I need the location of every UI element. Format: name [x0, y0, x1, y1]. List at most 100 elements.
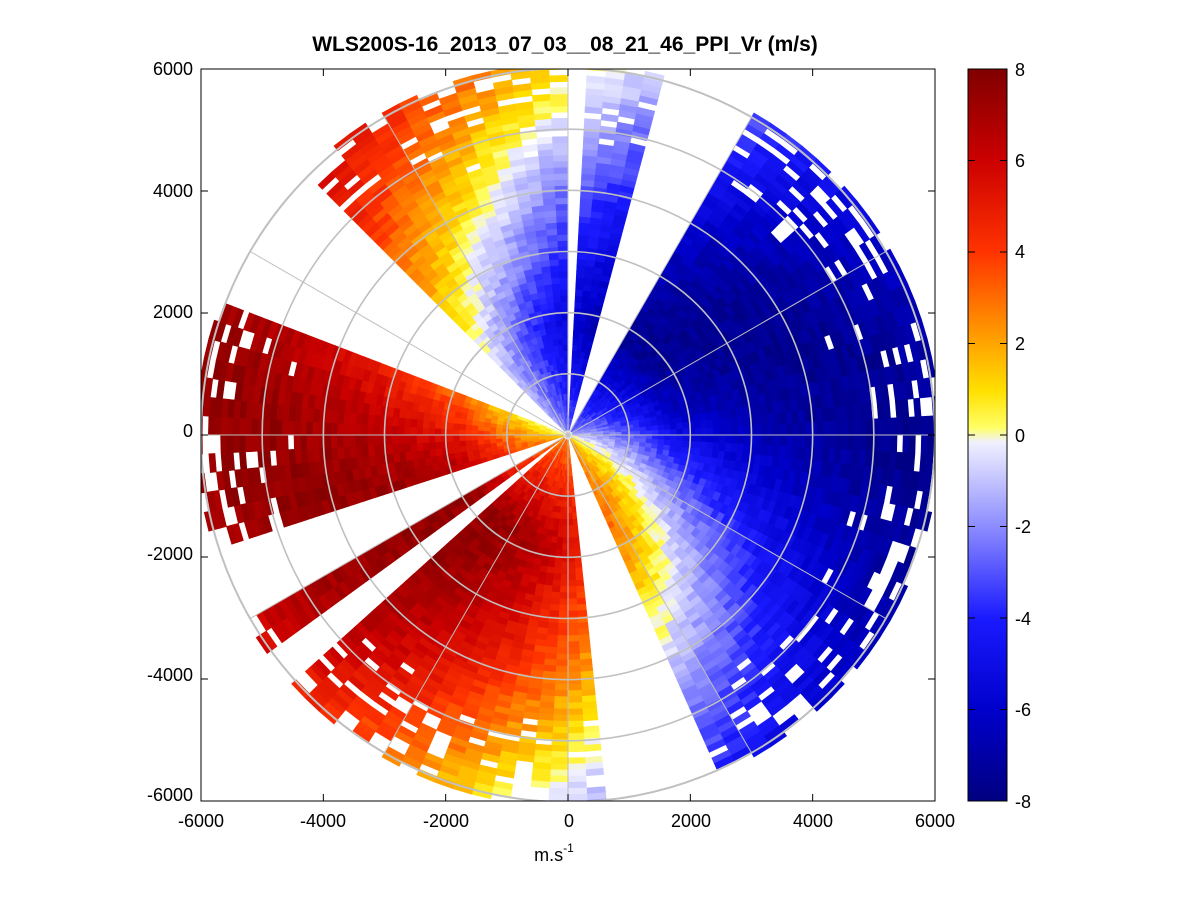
velocity-cell [567, 647, 580, 655]
velocity-cell [312, 421, 320, 436]
velocity-cell [299, 420, 307, 436]
velocity-cell [730, 416, 739, 427]
velocity-cell [562, 525, 569, 532]
velocity-cell [557, 622, 569, 630]
velocity-cell [583, 118, 602, 127]
velocity-cell [700, 420, 708, 429]
velocity-cell [244, 417, 252, 436]
velocity-cell [645, 434, 653, 440]
velocity-cell [385, 425, 393, 436]
velocity-cell [567, 586, 577, 594]
velocity-cell [645, 425, 653, 432]
velocity-cell [575, 277, 585, 285]
velocity-cell [577, 240, 589, 248]
velocity-cell [360, 423, 368, 436]
velocity-cell [724, 417, 733, 428]
velocity-cell [567, 775, 587, 783]
velocity-cell [567, 598, 578, 606]
velocity-cell [804, 434, 812, 449]
velocity-cell [226, 434, 234, 454]
velocity-cell [567, 628, 579, 636]
velocity-cell [567, 592, 577, 600]
velocity-cell [557, 628, 569, 636]
velocity-cell [914, 416, 922, 436]
velocity-cell [823, 420, 831, 436]
velocity-cell [410, 418, 418, 428]
velocity-cell [713, 426, 720, 436]
velocity-cell [336, 422, 344, 436]
velocity-cell [663, 439, 671, 447]
velocity-cell [553, 702, 569, 710]
velocity-cell [925, 453, 934, 474]
velocity-cell [549, 775, 569, 783]
velocity-cell [572, 524, 579, 532]
velocity-cell [816, 421, 824, 436]
velocity-cell [578, 228, 590, 236]
velocity-cell [901, 398, 910, 418]
velocity-cell [841, 434, 849, 450]
velocity-cell [682, 422, 690, 430]
velocity-cell [409, 434, 417, 444]
velocity-cell [700, 434, 708, 443]
velocity-cell [361, 413, 369, 425]
velocity-cell [731, 425, 739, 436]
velocity-cell [530, 780, 551, 789]
velocity-cell [403, 434, 411, 444]
velocity-cell [877, 434, 886, 452]
velocity-cell [859, 419, 867, 436]
velocity-cell [385, 434, 393, 445]
velocity-cell [391, 416, 400, 427]
velocity-cells [201, 69, 935, 801]
velocity-cell [926, 434, 935, 455]
velocity-cell [755, 444, 763, 456]
velocity-cell [835, 420, 843, 436]
velocity-cell [552, 720, 569, 728]
velocity-cell [391, 434, 399, 445]
velocity-cell [550, 591, 561, 600]
velocity-cell [574, 295, 583, 303]
velocity-cell [664, 429, 672, 436]
velocity-cell [416, 434, 423, 444]
velocity-cell [446, 434, 454, 442]
velocity-cell [367, 413, 375, 426]
velocity-cell [639, 434, 647, 440]
velocity-cell [574, 573, 584, 581]
velocity-cell [403, 417, 412, 428]
velocity-cell [342, 434, 350, 448]
velocity-cell [575, 585, 585, 593]
velocity-cell [567, 683, 582, 691]
velocity-cell [567, 665, 581, 673]
velocity-cell [573, 542, 581, 551]
velocity-cell [434, 427, 442, 436]
velocity-cell [908, 416, 916, 436]
velocity-cell [853, 419, 861, 436]
velocity-cell [577, 622, 589, 630]
velocity-cell [829, 434, 837, 450]
velocity-cell [577, 234, 590, 242]
velocity-cell [675, 440, 684, 448]
velocity-cell [348, 423, 356, 436]
velocity-cell [391, 425, 399, 436]
velocity-cell [471, 439, 479, 446]
velocity-cell [882, 400, 891, 419]
velocity-cell [556, 536, 563, 545]
velocity-cell [567, 635, 580, 643]
velocity-cell [562, 531, 569, 539]
velocity-cell [865, 434, 873, 452]
velocity-cell [706, 427, 714, 436]
velocity-cell [550, 751, 569, 759]
velocity-cell [719, 434, 727, 444]
velocity-cell [575, 591, 586, 600]
velocity-cell [428, 434, 436, 443]
velocity-cell [471, 434, 478, 441]
velocity-cell [920, 434, 928, 455]
chart-title: WLS200S-16_2013_07_03__08_21_46_PPI_Vr (… [312, 33, 818, 56]
velocity-cell [551, 579, 561, 587]
velocity-cell [651, 425, 659, 431]
velocity-cell [884, 434, 892, 453]
velocity-cell [553, 567, 562, 575]
velocity-cell [576, 264, 587, 273]
velocity-cell [713, 434, 720, 444]
velocity-cell [853, 434, 861, 451]
velocity-cell [397, 425, 405, 436]
